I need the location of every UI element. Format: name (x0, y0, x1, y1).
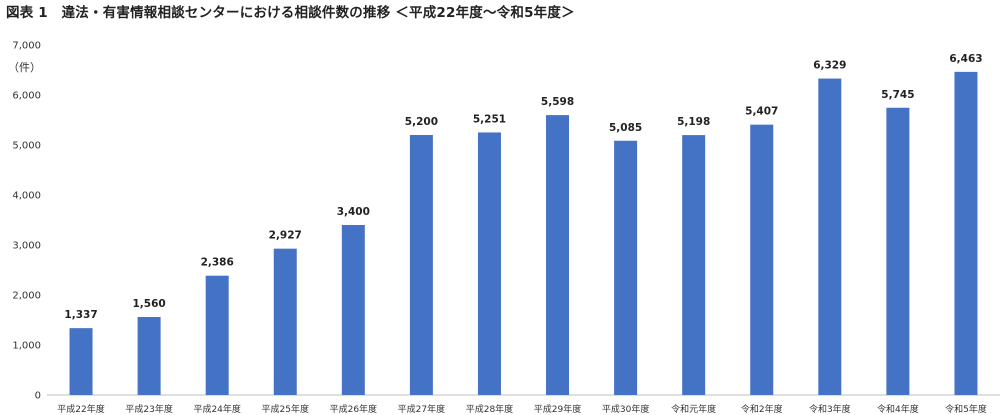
x-tick-label: 令和2年度 (741, 403, 783, 415)
x-tick-label: 平成24年度 (193, 403, 240, 415)
x-tick-label: 平成23年度 (125, 403, 172, 415)
y-tick-label: 0 (35, 391, 41, 402)
x-tick-label: 平成25年度 (262, 403, 309, 415)
data-label: 5,745 (881, 89, 914, 101)
data-label: 5,407 (745, 106, 778, 118)
data-label: 3,400 (337, 206, 370, 218)
y-tick-label: 1,000 (12, 341, 41, 352)
data-label: 5,198 (677, 116, 710, 128)
x-tick-label: 平成27年度 (398, 403, 445, 415)
chart-title: 図表 1 違法・有害情報相談センターにおける相談件数の推移 ＜平成22年度～令和… (6, 5, 575, 21)
data-label: 5,200 (405, 116, 438, 128)
bar (682, 135, 706, 395)
bar (477, 132, 501, 395)
x-tick-label: 平成26年度 (330, 403, 377, 415)
x-tick-label: 平成28年度 (466, 403, 513, 415)
y-axis-unit-label: （件） (8, 61, 41, 74)
data-label: 5,251 (473, 113, 506, 125)
bar (137, 317, 161, 395)
data-label: 5,598 (541, 96, 574, 108)
bar (341, 225, 365, 395)
x-tick-label: 平成22年度 (57, 403, 104, 415)
y-tick-label: 3,000 (12, 241, 41, 252)
x-tick-label: 平成30年度 (602, 403, 649, 415)
bar (750, 124, 774, 396)
y-tick-label: 2,000 (12, 291, 41, 302)
bar (954, 71, 978, 395)
data-label: 6,329 (813, 60, 846, 72)
bar (205, 275, 229, 395)
bar (546, 115, 570, 395)
x-tick-label: 令和元年度 (671, 403, 716, 415)
x-tick-label: 令和4年度 (877, 403, 919, 415)
bar (614, 140, 638, 395)
y-tick-label: 4,000 (12, 191, 41, 202)
data-label: 5,085 (609, 122, 642, 134)
bar (886, 107, 910, 395)
y-tick-label: 6,000 (12, 91, 41, 102)
x-tick-label: 令和3年度 (809, 403, 851, 415)
data-label: 6,463 (949, 53, 982, 65)
data-label: 2,927 (269, 230, 302, 242)
bar (818, 78, 842, 396)
x-tick-label: 平成29年度 (534, 403, 581, 415)
x-tick-label: 令和5年度 (945, 403, 987, 415)
bar (273, 248, 297, 395)
y-tick-label: 5,000 (12, 141, 41, 152)
data-label: 2,386 (201, 257, 234, 269)
bar (409, 135, 433, 395)
data-label: 1,560 (132, 298, 165, 310)
bar (69, 328, 93, 395)
y-tick-label: 7,000 (12, 41, 41, 52)
data-label: 1,337 (64, 309, 97, 321)
